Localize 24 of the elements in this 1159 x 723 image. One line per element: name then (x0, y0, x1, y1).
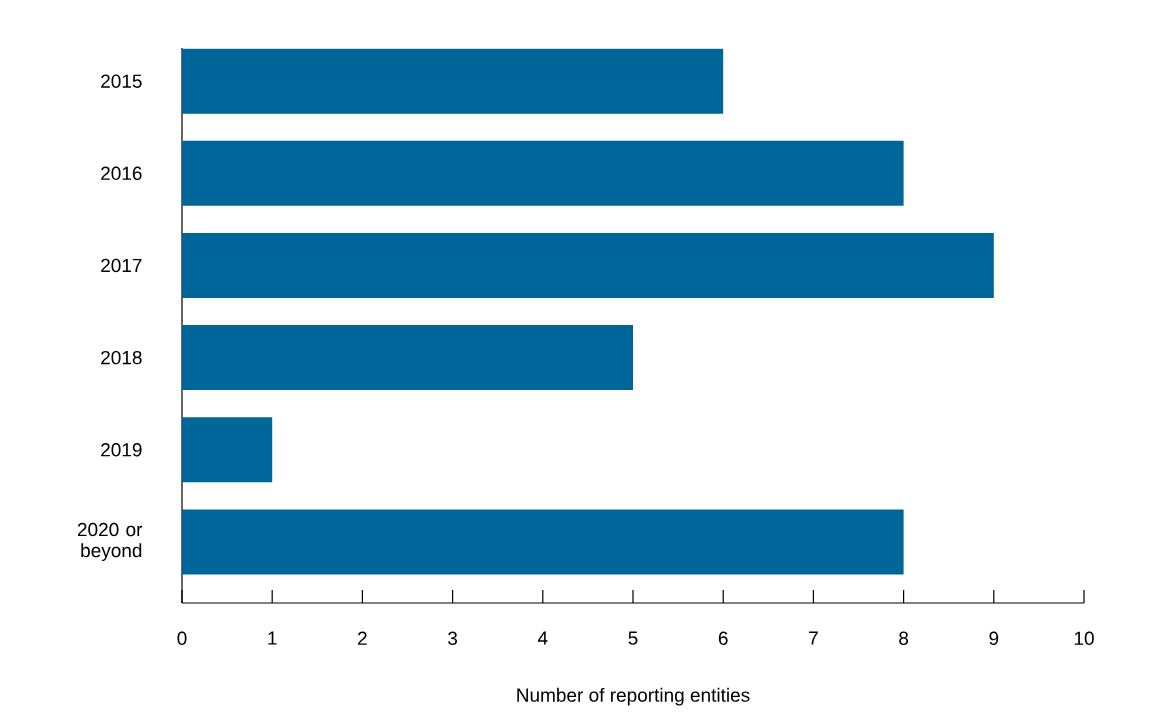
x-tick-label: 8 (899, 631, 909, 645)
y-tick-label: 2016 (101, 166, 142, 181)
x-tick-label: 7 (809, 631, 818, 645)
y-tick-label: 2017 (101, 258, 142, 273)
bar (182, 325, 634, 391)
y-tick-label: 2015 (101, 74, 142, 88)
x-tick-label: 1 (268, 631, 277, 645)
x-tick-label: 2 (358, 631, 367, 645)
bar (182, 509, 904, 575)
bar (182, 232, 994, 298)
x-tick-label: 5 (628, 631, 638, 645)
y-tick-label: 2018 (101, 350, 142, 365)
x-tick-label: 6 (718, 631, 728, 645)
x-tick-label: 4 (537, 631, 548, 645)
x-axis-title: Number of reporting entities (517, 687, 750, 706)
x-tick-label: 0 (177, 631, 187, 645)
bar (182, 48, 724, 114)
x-tick-label: 9 (989, 631, 999, 645)
x-tick-label: 10 (1074, 631, 1094, 645)
bar (182, 417, 273, 483)
y-tick-label: 2019 (101, 443, 142, 457)
x-tick-label: 3 (448, 631, 458, 645)
y-tick-label: 2020 or beyond (77, 522, 143, 562)
bar (182, 140, 904, 206)
